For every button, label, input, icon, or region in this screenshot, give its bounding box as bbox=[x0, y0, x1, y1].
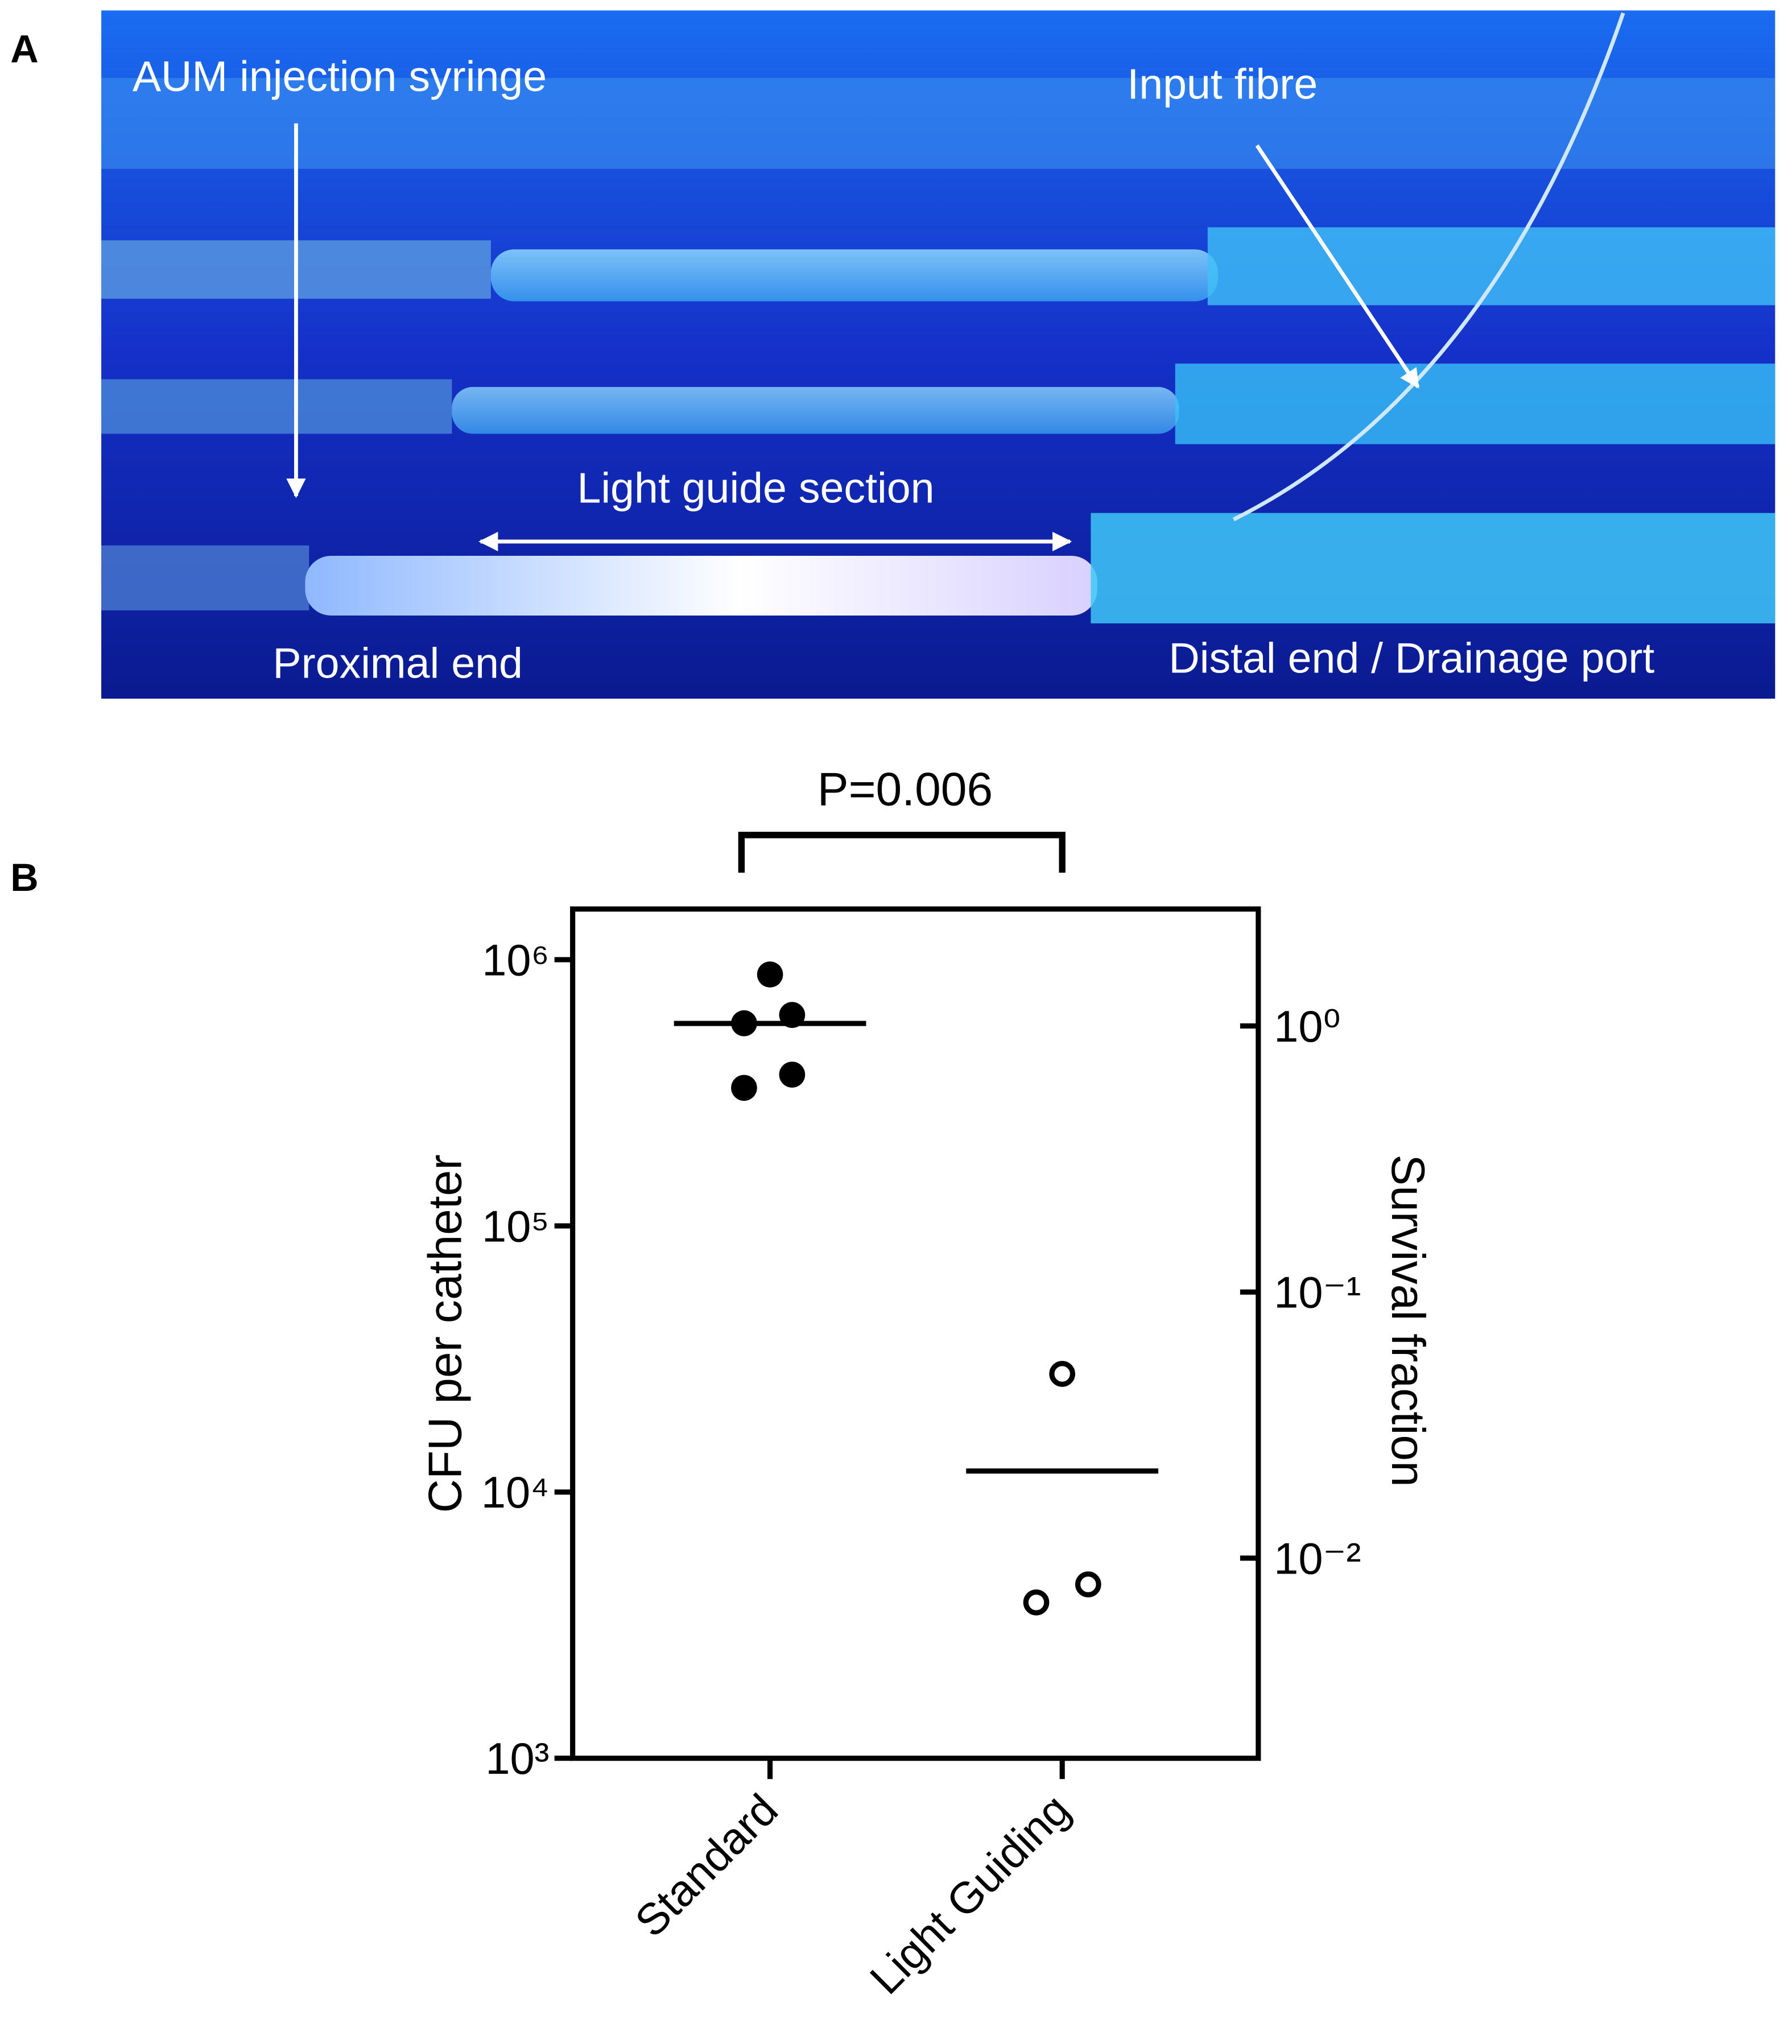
y2-tick-label: 10⁻² bbox=[1274, 1534, 1361, 1583]
photo-label: Distal end / Drainage port bbox=[1168, 634, 1654, 682]
data-point bbox=[1049, 1361, 1075, 1387]
data-point bbox=[731, 1010, 757, 1037]
data-point bbox=[1023, 1589, 1050, 1616]
y2-tick-label: 10⁰ bbox=[1274, 1002, 1340, 1051]
panel-label: B bbox=[10, 856, 38, 899]
data-point bbox=[1075, 1571, 1101, 1597]
data-point bbox=[757, 961, 783, 988]
y-axis-label: CFU per catheter bbox=[419, 1154, 471, 1513]
x-tick-label: Standard bbox=[626, 1785, 787, 1946]
plot-frame bbox=[570, 906, 1261, 1761]
data-point bbox=[731, 1075, 757, 1101]
photo-label: Proximal end bbox=[272, 639, 523, 687]
y-tick-label: 10⁵ bbox=[482, 1202, 549, 1251]
photo-label: Input fibre bbox=[1127, 60, 1318, 108]
y-tick-label: 10⁴ bbox=[481, 1468, 550, 1517]
data-point bbox=[779, 1062, 806, 1088]
significance-bracket bbox=[738, 832, 1066, 873]
y-tick-label: 10⁶ bbox=[482, 936, 549, 985]
photo: AUM injection syringe Input fibre Light … bbox=[101, 10, 1776, 699]
panel-label: A bbox=[10, 27, 38, 71]
p-value: P=0.006 bbox=[817, 763, 993, 815]
data-point bbox=[779, 1002, 806, 1028]
photo-label: Light guide section bbox=[577, 464, 934, 511]
x-tick-label: Light Guiding bbox=[861, 1785, 1079, 2004]
y2-axis-label: Survival fraction bbox=[1382, 1154, 1434, 1486]
y-tick-label: 10³ bbox=[485, 1735, 549, 1783]
photo-label: AUM injection syringe bbox=[133, 52, 547, 100]
y2-tick-label: 10⁻¹ bbox=[1274, 1269, 1361, 1318]
